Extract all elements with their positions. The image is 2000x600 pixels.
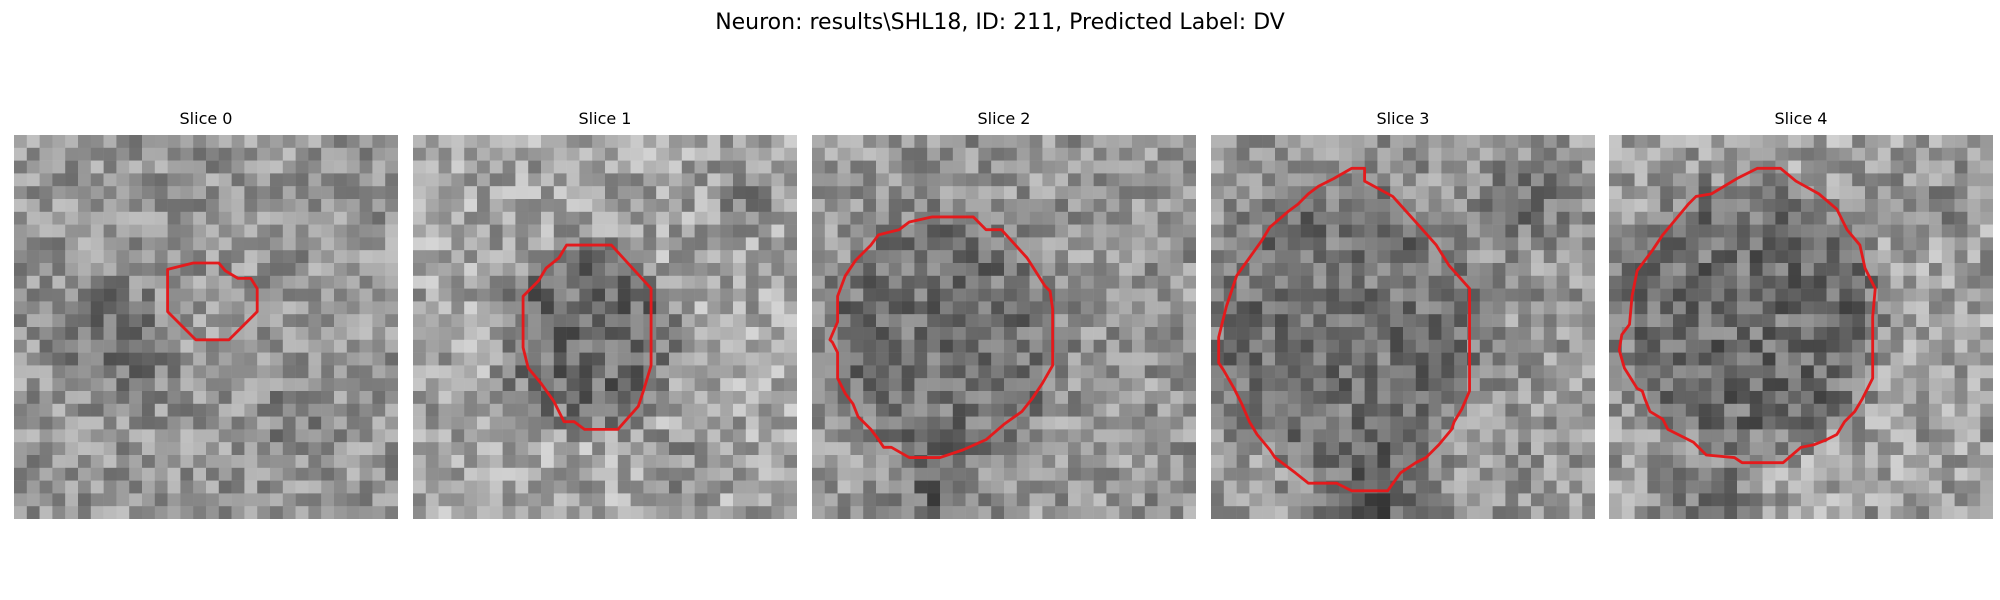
- slice-title-1: Slice 1: [578, 109, 632, 128]
- slice-pixels-2: [812, 135, 1196, 519]
- slice-image-1: [413, 135, 797, 519]
- slice-image-4: [1609, 135, 1993, 519]
- slice-title-2: Slice 2: [977, 109, 1031, 128]
- slice-pixels-4: [1609, 135, 1993, 519]
- slice-panel-4: Slice 4: [1609, 108, 1993, 519]
- figure-title: Neuron: results\SHL18, ID: 211, Predicte…: [715, 10, 1285, 35]
- slice-panel-3: Slice 3: [1211, 108, 1595, 519]
- slice-title-3: Slice 3: [1376, 109, 1430, 128]
- slice-pixels-3: [1211, 135, 1595, 519]
- contour-outline-3: [1217, 166, 1471, 493]
- slice-title-4: Slice 4: [1774, 109, 1828, 128]
- slice-image-2: [812, 135, 1196, 519]
- slice-panel-1: Slice 1: [413, 108, 797, 519]
- slice-image-3: [1211, 135, 1595, 519]
- slice-pixels-1: [413, 135, 797, 519]
- slice-panel-2: Slice 2: [812, 108, 1196, 519]
- slice-title-0: Slice 0: [179, 109, 233, 128]
- contour-outline-4: [1617, 166, 1877, 465]
- contour-outline-1: [521, 243, 653, 431]
- contour-outline-0: [166, 261, 259, 342]
- slice-pixels-0: [14, 135, 398, 519]
- slice-panel-0: Slice 0: [14, 108, 398, 519]
- contour-outline-2: [828, 215, 1055, 459]
- slice-image-0: [14, 135, 398, 519]
